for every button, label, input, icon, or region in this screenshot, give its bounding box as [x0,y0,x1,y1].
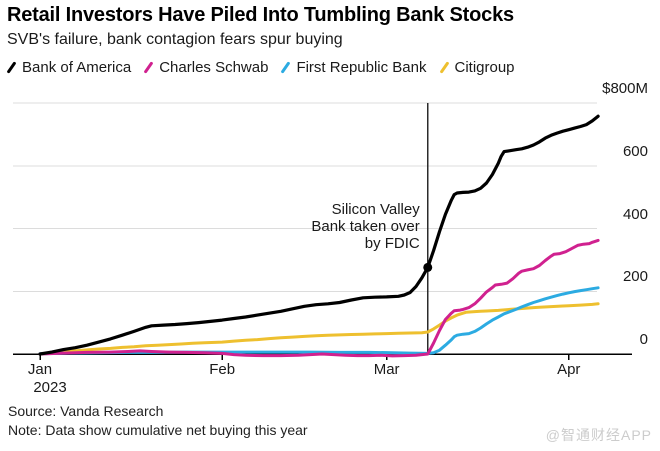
svb-fdic-annotation: Silicon Valley Bank taken over by FDIC [311,201,419,252]
annotation-line-3: by FDIC [364,235,420,252]
x-axis-label-mar: Mar [373,361,400,378]
annotation-line-1: Silicon Valley [331,201,420,218]
y-axis-label-800: $800M [602,80,648,97]
series-line-citigroup [38,302,600,356]
first-republic-bank-line-swatch-icon [280,61,291,74]
y-axis-label-0: 0 [639,331,648,348]
x-axis-label-jan: Jan [27,361,53,378]
legend-label-first-republic-bank: First Republic Bank [296,59,427,76]
note-text: Note: Data show cumulative net buying th… [8,422,308,438]
x-axis-label-apr: Apr [557,361,581,378]
legend-item-citigroup: Citigroup [439,59,515,76]
legend-label-citigroup: Citigroup [454,59,515,76]
series-line-bank-of-america [38,114,600,356]
legend-item-charles-schwab: Charles Schwab [143,59,269,76]
x-axis-year-label: 2023 [33,379,67,396]
chart-subtitle: SVB's failure, bank contagion fears spur… [7,31,343,48]
legend-item-bank-of-america: Bank of America [6,59,132,76]
charles-schwab-line-swatch-icon [143,61,154,74]
chart-title: Retail Investors Have Piled Into Tumblin… [7,4,514,26]
legend: Bank of America Charles Schwab First Rep… [6,59,515,76]
series-line-first-republic-bank [38,286,600,356]
legend-label-bank-of-america: Bank of America [22,59,132,76]
series-line-charles-schwab [38,238,600,358]
legend-item-first-republic-bank: First Republic Bank [280,59,427,76]
source-text: Source: Vanda Research [8,403,164,419]
annotation-line-2: Bank taken over [311,218,420,235]
y-axis-label-600: 600 [622,142,648,160]
y-axis-label-200: 200 [622,268,648,286]
citigroup-line-swatch-icon [439,61,449,74]
svb-event-dot [423,262,433,272]
watermark-text: @智通财经APP [545,427,652,443]
legend-label-charles-schwab: Charles Schwab [159,59,269,76]
x-axis-label-feb: Feb [209,361,236,378]
y-axis-label-400: 400 [622,205,648,223]
